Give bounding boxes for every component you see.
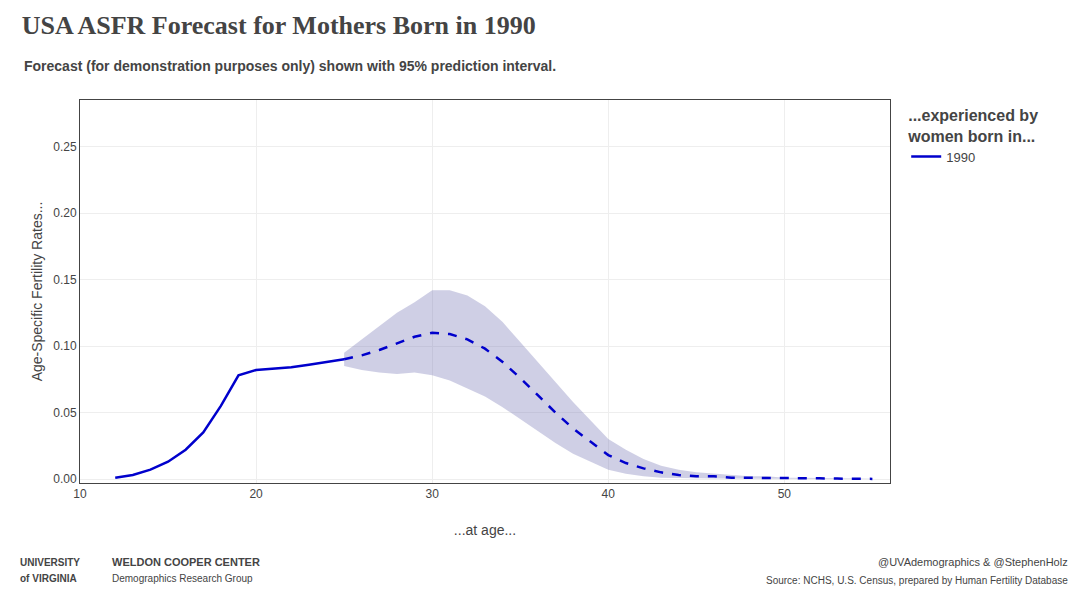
svg-text:UNIVERSITY: UNIVERSITY	[20, 557, 80, 568]
svg-text:0.05: 0.05	[53, 406, 77, 420]
svg-text:Demographics Research Group: Demographics Research Group	[112, 573, 253, 584]
svg-text:WELDON COOPER CENTER: WELDON COOPER CENTER	[112, 556, 260, 568]
svg-text:of VIRGINIA: of VIRGINIA	[20, 573, 77, 584]
svg-text:50: 50	[778, 487, 792, 501]
svg-text:0.10: 0.10	[53, 339, 77, 353]
svg-text:30: 30	[425, 487, 439, 501]
svg-text:1990: 1990	[946, 150, 975, 165]
svg-text:40: 40	[602, 487, 616, 501]
svg-text:0.25: 0.25	[53, 140, 77, 154]
svg-text:0.15: 0.15	[53, 273, 77, 287]
svg-text:Age-Specific Fertility Rates..: Age-Specific Fertility Rates...	[29, 202, 45, 382]
svg-text:0.20: 0.20	[53, 206, 77, 220]
svg-text:...at age...: ...at age...	[454, 522, 516, 538]
svg-text:0.00: 0.00	[53, 472, 77, 486]
svg-text:Source: NCHS, U.S. Census, pre: Source: NCHS, U.S. Census, prepared by H…	[766, 575, 1068, 586]
svg-text:...experienced bywomen born in: ...experienced bywomen born in...	[907, 107, 1038, 145]
svg-text:@UVAdemographics & @StephenHol: @UVAdemographics & @StephenHolz	[878, 556, 1068, 568]
svg-text:10: 10	[73, 487, 87, 501]
svg-text:20: 20	[249, 487, 263, 501]
svg-text:USA ASFR Forecast for Mothers: USA ASFR Forecast for Mothers Born in 19…	[22, 11, 536, 40]
svg-text:Forecast (for demonstration pu: Forecast (for demonstration purposes onl…	[24, 58, 556, 74]
